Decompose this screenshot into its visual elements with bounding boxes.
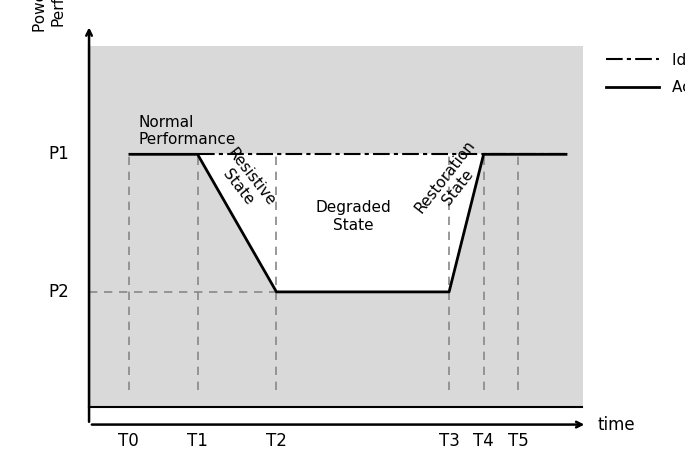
Text: Normal
Performance: Normal Performance <box>138 115 236 147</box>
Text: T2: T2 <box>266 432 287 450</box>
Text: Degraded
State: Degraded State <box>315 201 390 233</box>
Text: T0: T0 <box>118 432 139 450</box>
Legend: Ideal Performance, Actual Performance: Ideal Performance, Actual Performance <box>600 47 685 101</box>
Text: T1: T1 <box>187 432 208 450</box>
Text: time: time <box>597 416 635 433</box>
Text: Power System
Performance: Power System Performance <box>34 0 66 32</box>
Text: T3: T3 <box>438 432 460 450</box>
Text: T5: T5 <box>508 432 529 450</box>
Text: Resistive
State: Resistive State <box>210 145 278 219</box>
Polygon shape <box>197 154 567 292</box>
Text: T4: T4 <box>473 432 494 450</box>
Text: Restoration
State: Restoration State <box>412 138 491 227</box>
Text: P1: P1 <box>49 146 69 163</box>
Text: P2: P2 <box>49 283 69 301</box>
